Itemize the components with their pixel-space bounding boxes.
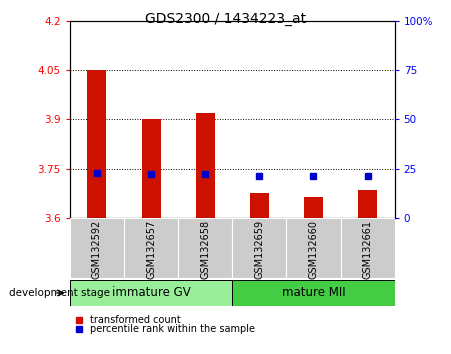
Text: GSM132657: GSM132657 xyxy=(146,219,156,279)
Text: immature GV: immature GV xyxy=(112,286,190,299)
Bar xyxy=(304,198,323,218)
Text: development stage: development stage xyxy=(9,288,110,298)
Text: mature MII: mature MII xyxy=(281,286,345,299)
Bar xyxy=(358,190,377,218)
Bar xyxy=(232,280,395,306)
Text: GSM132658: GSM132658 xyxy=(200,219,210,279)
Bar xyxy=(232,218,286,278)
Text: GDS2300 / 1434223_at: GDS2300 / 1434223_at xyxy=(145,12,306,27)
Bar xyxy=(178,218,232,278)
Bar xyxy=(124,218,178,278)
Bar xyxy=(286,218,341,278)
Bar xyxy=(196,113,215,218)
Text: GSM132592: GSM132592 xyxy=(92,219,102,279)
Text: GSM132661: GSM132661 xyxy=(363,219,373,279)
Text: percentile rank within the sample: percentile rank within the sample xyxy=(90,324,255,334)
Text: GSM132660: GSM132660 xyxy=(308,219,318,279)
Bar xyxy=(70,218,124,278)
Bar xyxy=(250,193,269,218)
Bar xyxy=(70,280,232,306)
Text: transformed count: transformed count xyxy=(90,315,181,325)
Bar xyxy=(87,70,106,218)
Bar xyxy=(142,120,161,218)
Text: GSM132659: GSM132659 xyxy=(254,219,264,279)
Bar xyxy=(341,218,395,278)
